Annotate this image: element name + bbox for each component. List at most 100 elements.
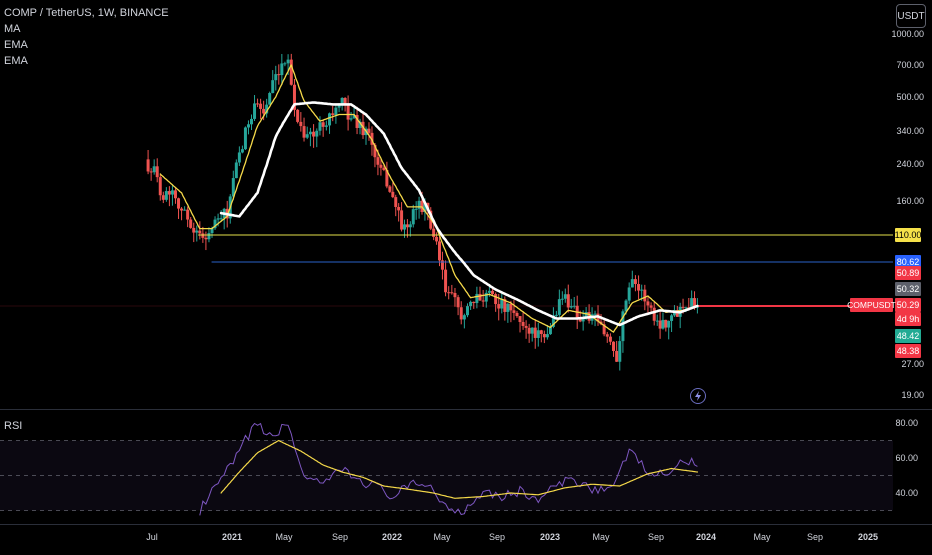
candle-body-131 <box>545 334 549 338</box>
candle-body-10 <box>177 198 181 209</box>
candle-body-170 <box>664 319 668 328</box>
candle-body-95 <box>435 236 439 242</box>
candle-body-6 <box>164 191 168 200</box>
rsi-tick-label-2: 40.00 <box>895 488 918 498</box>
candle-body-115 <box>497 304 501 309</box>
price-tick-label-1: 700.00 <box>896 60 924 70</box>
candle-body-150 <box>602 324 606 335</box>
candle-body-50 <box>299 121 303 127</box>
rsi-tick-label-0: 80.00 <box>895 418 918 428</box>
time-tick-label-0: Jul <box>146 532 158 542</box>
candle-body-151 <box>605 334 609 337</box>
candle-body-117 <box>503 299 507 312</box>
currency-button[interactable]: USDT <box>896 4 926 28</box>
ema-fast-line <box>159 64 699 333</box>
candle-body-105 <box>465 306 469 316</box>
candle-body-109 <box>478 293 482 301</box>
candle-body-98 <box>444 269 448 293</box>
candle-body-29 <box>234 162 238 179</box>
candle-body-160 <box>633 279 637 285</box>
lightning-bolt-icon[interactable] <box>690 388 706 404</box>
indicator-ema-label-2[interactable]: EMA <box>4 55 28 67</box>
candle-body-43 <box>277 74 281 76</box>
candle-body-136 <box>560 298 564 300</box>
candle-body-94 <box>432 228 436 237</box>
time-tick-label-6: Sep <box>489 532 505 542</box>
rsi-line <box>199 422 698 516</box>
time-tick-label-10: 2024 <box>696 532 716 542</box>
candle-body-42 <box>274 74 278 81</box>
countdown-text: 4d 9h <box>897 314 920 324</box>
price-label-text-3: 50.32 <box>897 284 920 294</box>
candle-body-128 <box>536 330 540 338</box>
symbol-title: COMP / TetherUS, 1W, BINANCE <box>4 7 169 19</box>
candle-body-104 <box>462 315 466 320</box>
candle-body-3 <box>155 166 159 178</box>
candle-body-9 <box>173 190 177 199</box>
candle-body-14 <box>189 219 193 228</box>
price-label-text-0: 110.00 <box>895 230 922 240</box>
candle-body-164 <box>646 301 650 306</box>
candle-body-107 <box>472 301 476 304</box>
candle-body-70 <box>361 121 365 136</box>
time-tick-label-3: Sep <box>332 532 348 542</box>
candle-body-143 <box>581 317 585 322</box>
candle-body-126 <box>530 327 534 334</box>
price-label-box-5 <box>895 329 921 343</box>
candle-body-37 <box>259 103 263 109</box>
candle-body-123 <box>521 321 525 326</box>
candle-body-41 <box>271 80 275 94</box>
candle-body-125 <box>527 327 531 334</box>
candle-body-20 <box>207 233 211 240</box>
candle-body-132 <box>548 326 552 335</box>
candle-body-172 <box>670 315 674 321</box>
candle-body-54 <box>312 131 316 137</box>
rsi-band <box>0 440 893 511</box>
candle-body-89 <box>417 200 421 209</box>
indicator-ema-label[interactable]: EMA <box>4 39 28 51</box>
candle-body-127 <box>533 327 537 338</box>
time-tick-label-5: May <box>433 532 451 542</box>
candle-body-144 <box>584 312 588 318</box>
time-tick-label-13: 2025 <box>858 532 878 542</box>
candle-body-19 <box>204 237 208 240</box>
candle-body-35 <box>253 103 257 119</box>
candle-body-129 <box>539 330 543 334</box>
price-label-box-1 <box>895 255 921 269</box>
candle-body-7 <box>167 191 171 195</box>
candle-body-56 <box>318 122 322 131</box>
candle-body-169 <box>661 319 665 329</box>
candle-body-176 <box>681 306 685 308</box>
time-tick-label-2: May <box>275 532 293 542</box>
candle-body-137 <box>563 294 567 299</box>
candle-body-139 <box>569 306 573 308</box>
candle-body-158 <box>627 287 631 301</box>
ma-slow-line <box>219 101 699 327</box>
candle-body-32 <box>243 127 247 150</box>
candle-body-84 <box>403 224 406 230</box>
indicator-ma-label[interactable]: MA <box>4 23 21 35</box>
candle-body-179 <box>690 298 694 309</box>
candle-body-24 <box>219 218 223 220</box>
candle-body-180 <box>693 298 697 308</box>
candle-body-82 <box>397 206 401 211</box>
candle-body-103 <box>459 307 463 320</box>
candle-body-45 <box>283 63 287 65</box>
price-tick-label-4: 240.00 <box>896 159 924 169</box>
candle-body-116 <box>500 299 504 309</box>
rsi-label[interactable]: RSI <box>4 420 23 432</box>
candle-body-124 <box>524 325 528 328</box>
candle-body-11 <box>180 208 184 211</box>
candle-body-38 <box>262 108 266 114</box>
price-tick-label-7: 19.00 <box>901 390 924 400</box>
candle-body-16 <box>195 230 199 233</box>
candle-body-177 <box>684 307 688 309</box>
candle-body-100 <box>450 292 454 294</box>
candle-body-99 <box>447 292 451 294</box>
candle-body-63 <box>340 97 344 106</box>
candle-body-110 <box>481 300 485 302</box>
candle-body-122 <box>518 316 522 322</box>
candle-body-155 <box>618 341 622 362</box>
candle-body-111 <box>484 292 488 302</box>
